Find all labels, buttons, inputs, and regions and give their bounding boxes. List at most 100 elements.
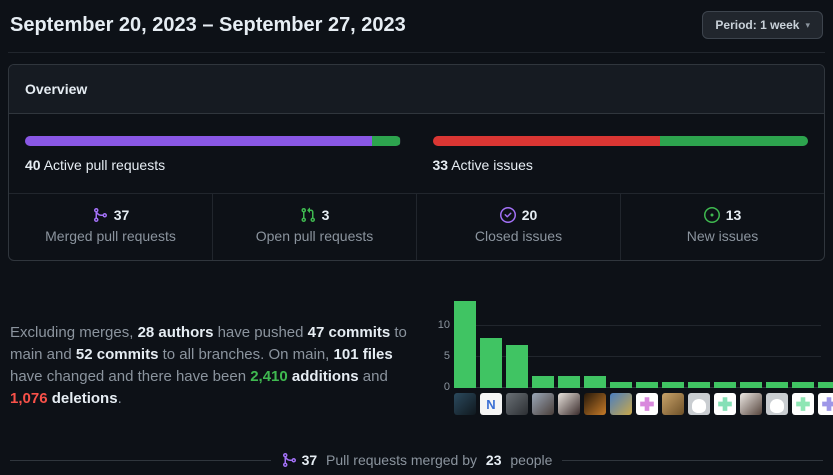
commit-bar [610,381,632,388]
chart-column: N [480,291,502,415]
additions-count: 2,410 [250,368,288,385]
merged-by-footer: 37 Pull requests merged by 23 people [8,452,825,468]
commit-bar [636,381,658,388]
commit-bar [506,344,528,388]
commits-all-branches-count: 52 commits [75,346,159,363]
stat-merged-pull-requests: 37 Merged pull requests [9,194,212,260]
deletions-count: 1,076 [10,390,48,407]
chart-column [454,291,476,415]
overview-stats-row: 37 Merged pull requests 3 Open pull requ… [9,193,824,260]
footer-people-count: 23 [485,452,502,468]
footer-merged-count: 37 [301,452,318,468]
new-issues-count: 13 [725,207,742,223]
y-axis-tick-label: 0 [443,381,450,393]
chart-column [766,291,788,415]
contributor-avatar[interactable] [766,393,788,415]
chart-column [506,291,528,415]
issues-bar-block: 33 Active issues [417,136,825,173]
contributor-avatar[interactable] [610,393,632,415]
activity-summary-section: Excluding merges, 28 authors have pushed… [8,289,833,425]
chart-column [714,291,736,415]
contributor-avatar[interactable] [714,393,736,415]
y-axis-tick-label: 10 [437,319,450,331]
contributor-avatar[interactable] [532,393,554,415]
git-merge-icon [93,208,107,223]
contributor-avatar[interactable] [740,393,762,415]
commit-bar [454,301,476,388]
open-pr-count: 3 [321,207,330,223]
commit-bar [766,381,788,388]
commit-bar [792,381,814,388]
commit-bar [558,375,580,388]
chart-column [740,291,762,415]
chart-gridline [454,325,821,326]
chart-columns: N [454,291,833,415]
overview-panel: Overview 40 Active pull requests 33 Acti… [8,64,825,261]
chevron-down-icon: ▾ [805,19,810,30]
open-pr-segment [372,136,401,146]
active-pull-requests-label: 40 Active pull requests [25,157,166,173]
stat-open-pull-requests: 3 Open pull requests [212,194,416,260]
y-axis-tick-label: 5 [443,350,450,362]
octocat-icon [769,399,785,413]
octocat-icon [691,399,707,413]
commit-bar [584,375,606,388]
activity-bars-section: 40 Active pull requests 33 Active issues [9,114,824,193]
period-dropdown-button[interactable]: Period: 1 week ▾ [702,11,823,39]
closed-issues-label: Closed issues [474,228,563,244]
commit-bar [714,381,736,388]
page-header: September 20, 2023 – September 27, 2023 … [8,0,825,53]
open-pr-label: Open pull requests [255,228,374,244]
commit-bar [662,381,684,388]
new-issues-segment [660,136,808,146]
merged-pr-count: 37 [113,207,130,223]
chart-gridline [454,356,821,357]
issue-closed-icon [499,207,516,223]
commit-bar [532,375,554,388]
date-range-heading: September 20, 2023 – September 27, 2023 [10,13,406,36]
contributor-avatar[interactable] [662,393,684,415]
chart-column [532,291,554,415]
merged-by-label: 37 Pull requests merged by 23 people [271,452,563,468]
chart-column [792,291,814,415]
active-issues-label: 33 Active issues [432,157,533,173]
divider-line-right [562,459,823,461]
commit-bar [480,338,502,388]
contributor-avatar[interactable] [636,393,658,415]
authors-count: 28 authors [137,324,214,341]
commit-bar [688,381,710,388]
chart-column [662,291,684,415]
merged-pr-label: Merged pull requests [45,228,176,244]
divider-line-left [10,459,271,461]
git-merge-icon [282,453,296,468]
chart-column [818,291,833,415]
identicon-pattern [796,397,810,411]
chart-column [610,291,632,415]
avatar-logo-glyph: N [486,396,496,412]
commit-bar [740,381,762,388]
pull-requests-bar-block: 40 Active pull requests [9,136,417,173]
new-issues-label: New issues [686,228,759,244]
files-changed-count: 101 files [333,346,393,363]
contributor-avatar[interactable] [584,393,606,415]
contributor-avatar[interactable] [818,393,833,415]
overview-panel-title: Overview [9,65,824,114]
commits-to-main-count: 47 commits [307,324,391,341]
contributor-avatar[interactable] [558,393,580,415]
stat-new-issues: 13 New issues [620,194,824,260]
commit-bar [818,381,833,388]
contributor-avatar[interactable] [688,393,710,415]
contributor-avatar[interactable]: N [480,393,502,415]
merged-pr-segment [25,136,373,146]
period-label: Period: 1 week [715,18,800,32]
chart-column [584,291,606,415]
issue-opened-icon [703,207,720,223]
commits-per-author-chart: N 0 5 10 [432,291,833,417]
contributor-avatar[interactable] [454,393,476,415]
contributor-avatar[interactable] [506,393,528,415]
contributor-avatar[interactable] [792,393,814,415]
additions-word: additions [287,368,359,385]
closed-issues-count: 20 [521,207,538,223]
identicon-pattern [718,397,732,411]
